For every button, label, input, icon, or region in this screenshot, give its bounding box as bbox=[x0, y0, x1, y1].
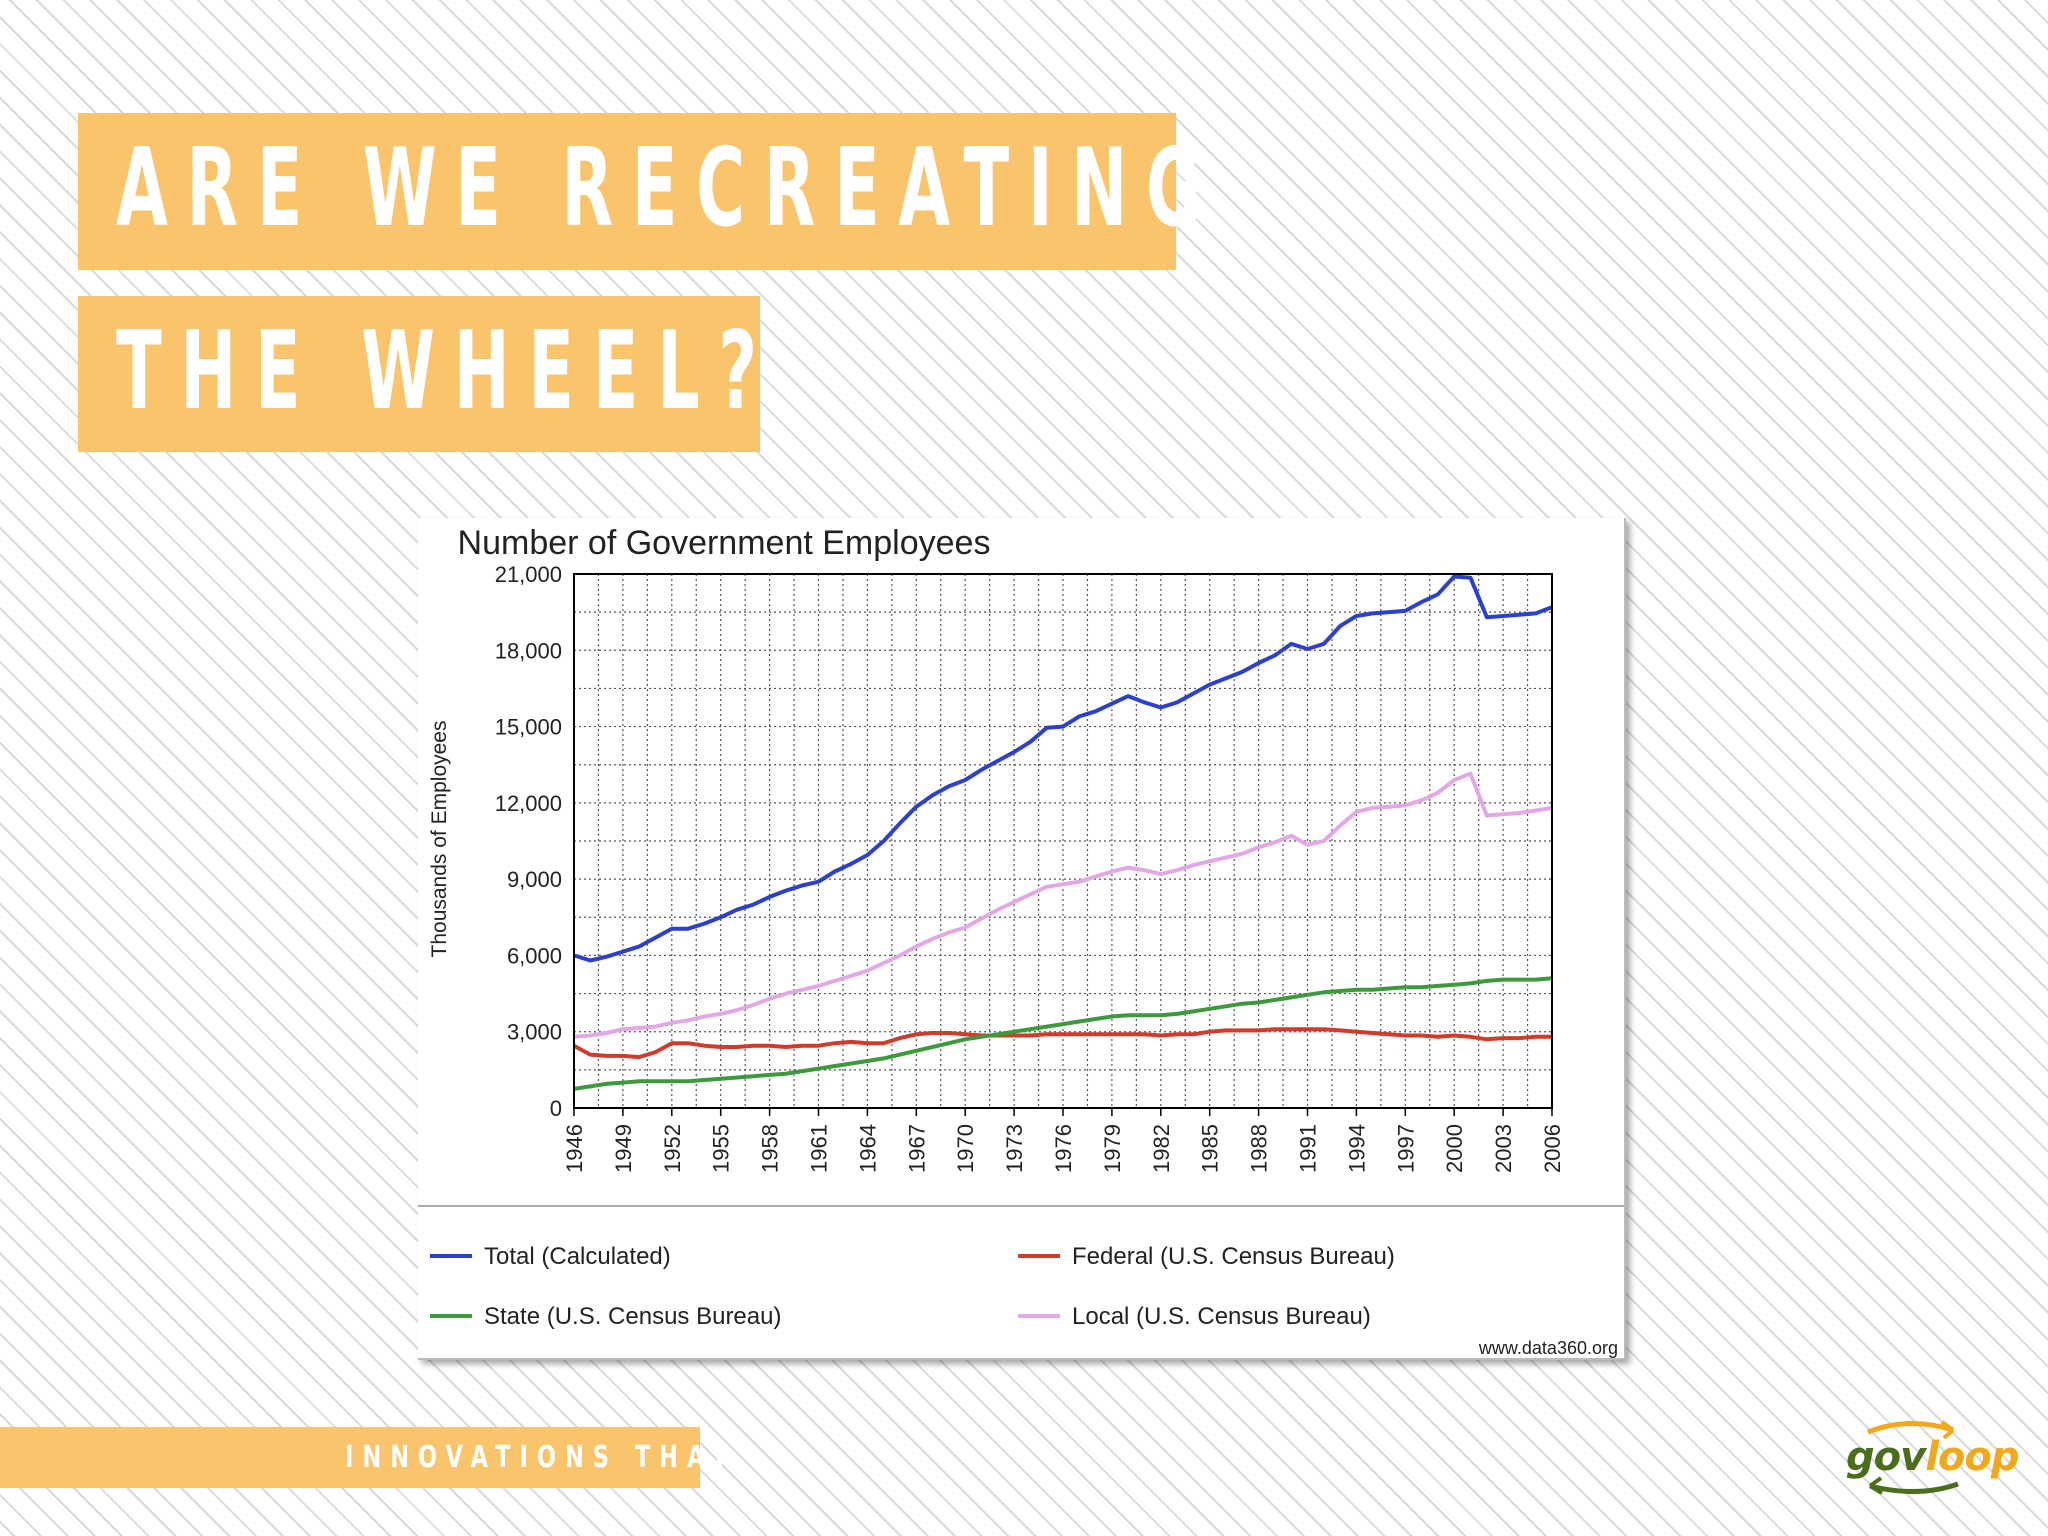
footer-text: INNOVATIONS THAT bbox=[345, 1440, 737, 1475]
legend-label: Local (U.S. Census Bureau) bbox=[1072, 1303, 1371, 1330]
y-tick-label: 15,000 bbox=[495, 715, 562, 740]
chart-title: Number of Government Employees bbox=[458, 524, 991, 562]
x-tick-label: 1955 bbox=[709, 1124, 734, 1173]
line-chart: Number of Government Employees Thousands… bbox=[418, 524, 1624, 1358]
series-lines bbox=[573, 574, 1553, 1091]
x-tick-label: 1982 bbox=[1149, 1124, 1174, 1173]
logo-gov-text: gov bbox=[1846, 1434, 1926, 1480]
legend-label: State (U.S. Census Bureau) bbox=[484, 1303, 781, 1330]
series-line-2 bbox=[573, 976, 1553, 1091]
x-tick-label: 1958 bbox=[758, 1124, 783, 1173]
x-tick-label: 1961 bbox=[807, 1124, 832, 1173]
y-tick-label: 9,000 bbox=[507, 867, 562, 892]
x-tick-label: 1985 bbox=[1198, 1124, 1223, 1173]
chart-card: Number of Government Employees Thousands… bbox=[418, 518, 1626, 1360]
legend-label: Total (Calculated) bbox=[484, 1243, 671, 1270]
slide-title-line1: ARE WE RECREATING bbox=[116, 126, 1220, 251]
logo-swoosh-icon bbox=[1867, 1420, 1959, 1495]
y-tick-label: 21,000 bbox=[495, 562, 562, 587]
footer-bar: INNOVATIONS THAT bbox=[0, 1427, 727, 1488]
x-tick-label: 1997 bbox=[1393, 1124, 1418, 1173]
y-tick-label: 0 bbox=[550, 1096, 562, 1121]
series-line-3 bbox=[573, 771, 1553, 1039]
x-tick-label: 2003 bbox=[1491, 1124, 1516, 1173]
legend: Total (Calculated) Federal (U.S. Census B… bbox=[430, 1243, 1395, 1330]
y-tick-label: 18,000 bbox=[495, 638, 562, 663]
logo-loop-text: loop bbox=[1925, 1434, 2019, 1480]
plot-frame bbox=[573, 573, 1553, 1109]
x-tick-label: 1994 bbox=[1344, 1124, 1369, 1173]
x-tick-label: 1979 bbox=[1100, 1124, 1125, 1173]
slide-title-line2: THE WHEEL? bbox=[116, 309, 776, 434]
grid-lines bbox=[573, 573, 1553, 1109]
x-tick-label: 1949 bbox=[611, 1124, 636, 1173]
x-tick-label: 1970 bbox=[953, 1124, 978, 1173]
legend-label: Federal (U.S. Census Bureau) bbox=[1072, 1243, 1395, 1270]
x-tick-label: 1952 bbox=[660, 1124, 685, 1173]
series-line-1 bbox=[573, 1027, 1552, 1060]
x-axis-ticks: 1946 1949 1952 1955 1958 1961 1964 1967 1970 1973… bbox=[562, 1108, 1565, 1173]
y-axis-ticks: 0 3,000 6,000 9,000 12,000 15,000 18,000 21,000 bbox=[495, 562, 562, 1121]
x-tick-label: 1946 bbox=[562, 1124, 587, 1173]
y-tick-label: 3,000 bbox=[507, 1020, 562, 1045]
govloop-logo: govloop bbox=[1838, 1418, 2020, 1498]
x-tick-label: 2006 bbox=[1540, 1124, 1565, 1173]
x-tick-label: 1964 bbox=[855, 1124, 880, 1173]
x-tick-label: 1988 bbox=[1247, 1124, 1272, 1173]
logo-wordmark: govloop bbox=[1846, 1434, 2020, 1480]
series-line-0 bbox=[573, 574, 1553, 963]
y-tick-label: 6,000 bbox=[507, 943, 562, 968]
y-axis-label: Thousands of Employees bbox=[428, 721, 451, 958]
x-tick-label: 1976 bbox=[1051, 1124, 1076, 1173]
title-bar-line2: THE WHEEL? bbox=[78, 296, 760, 452]
x-tick-label: 1991 bbox=[1296, 1124, 1321, 1173]
y-tick-label: 12,000 bbox=[495, 791, 562, 816]
x-tick-label: 1973 bbox=[1002, 1124, 1027, 1173]
x-tick-label: 1967 bbox=[904, 1124, 929, 1173]
title-bar-line1: ARE WE RECREATING bbox=[78, 113, 1201, 270]
source-note: www.data360.org bbox=[1478, 1338, 1618, 1358]
x-tick-label: 2000 bbox=[1442, 1124, 1467, 1173]
